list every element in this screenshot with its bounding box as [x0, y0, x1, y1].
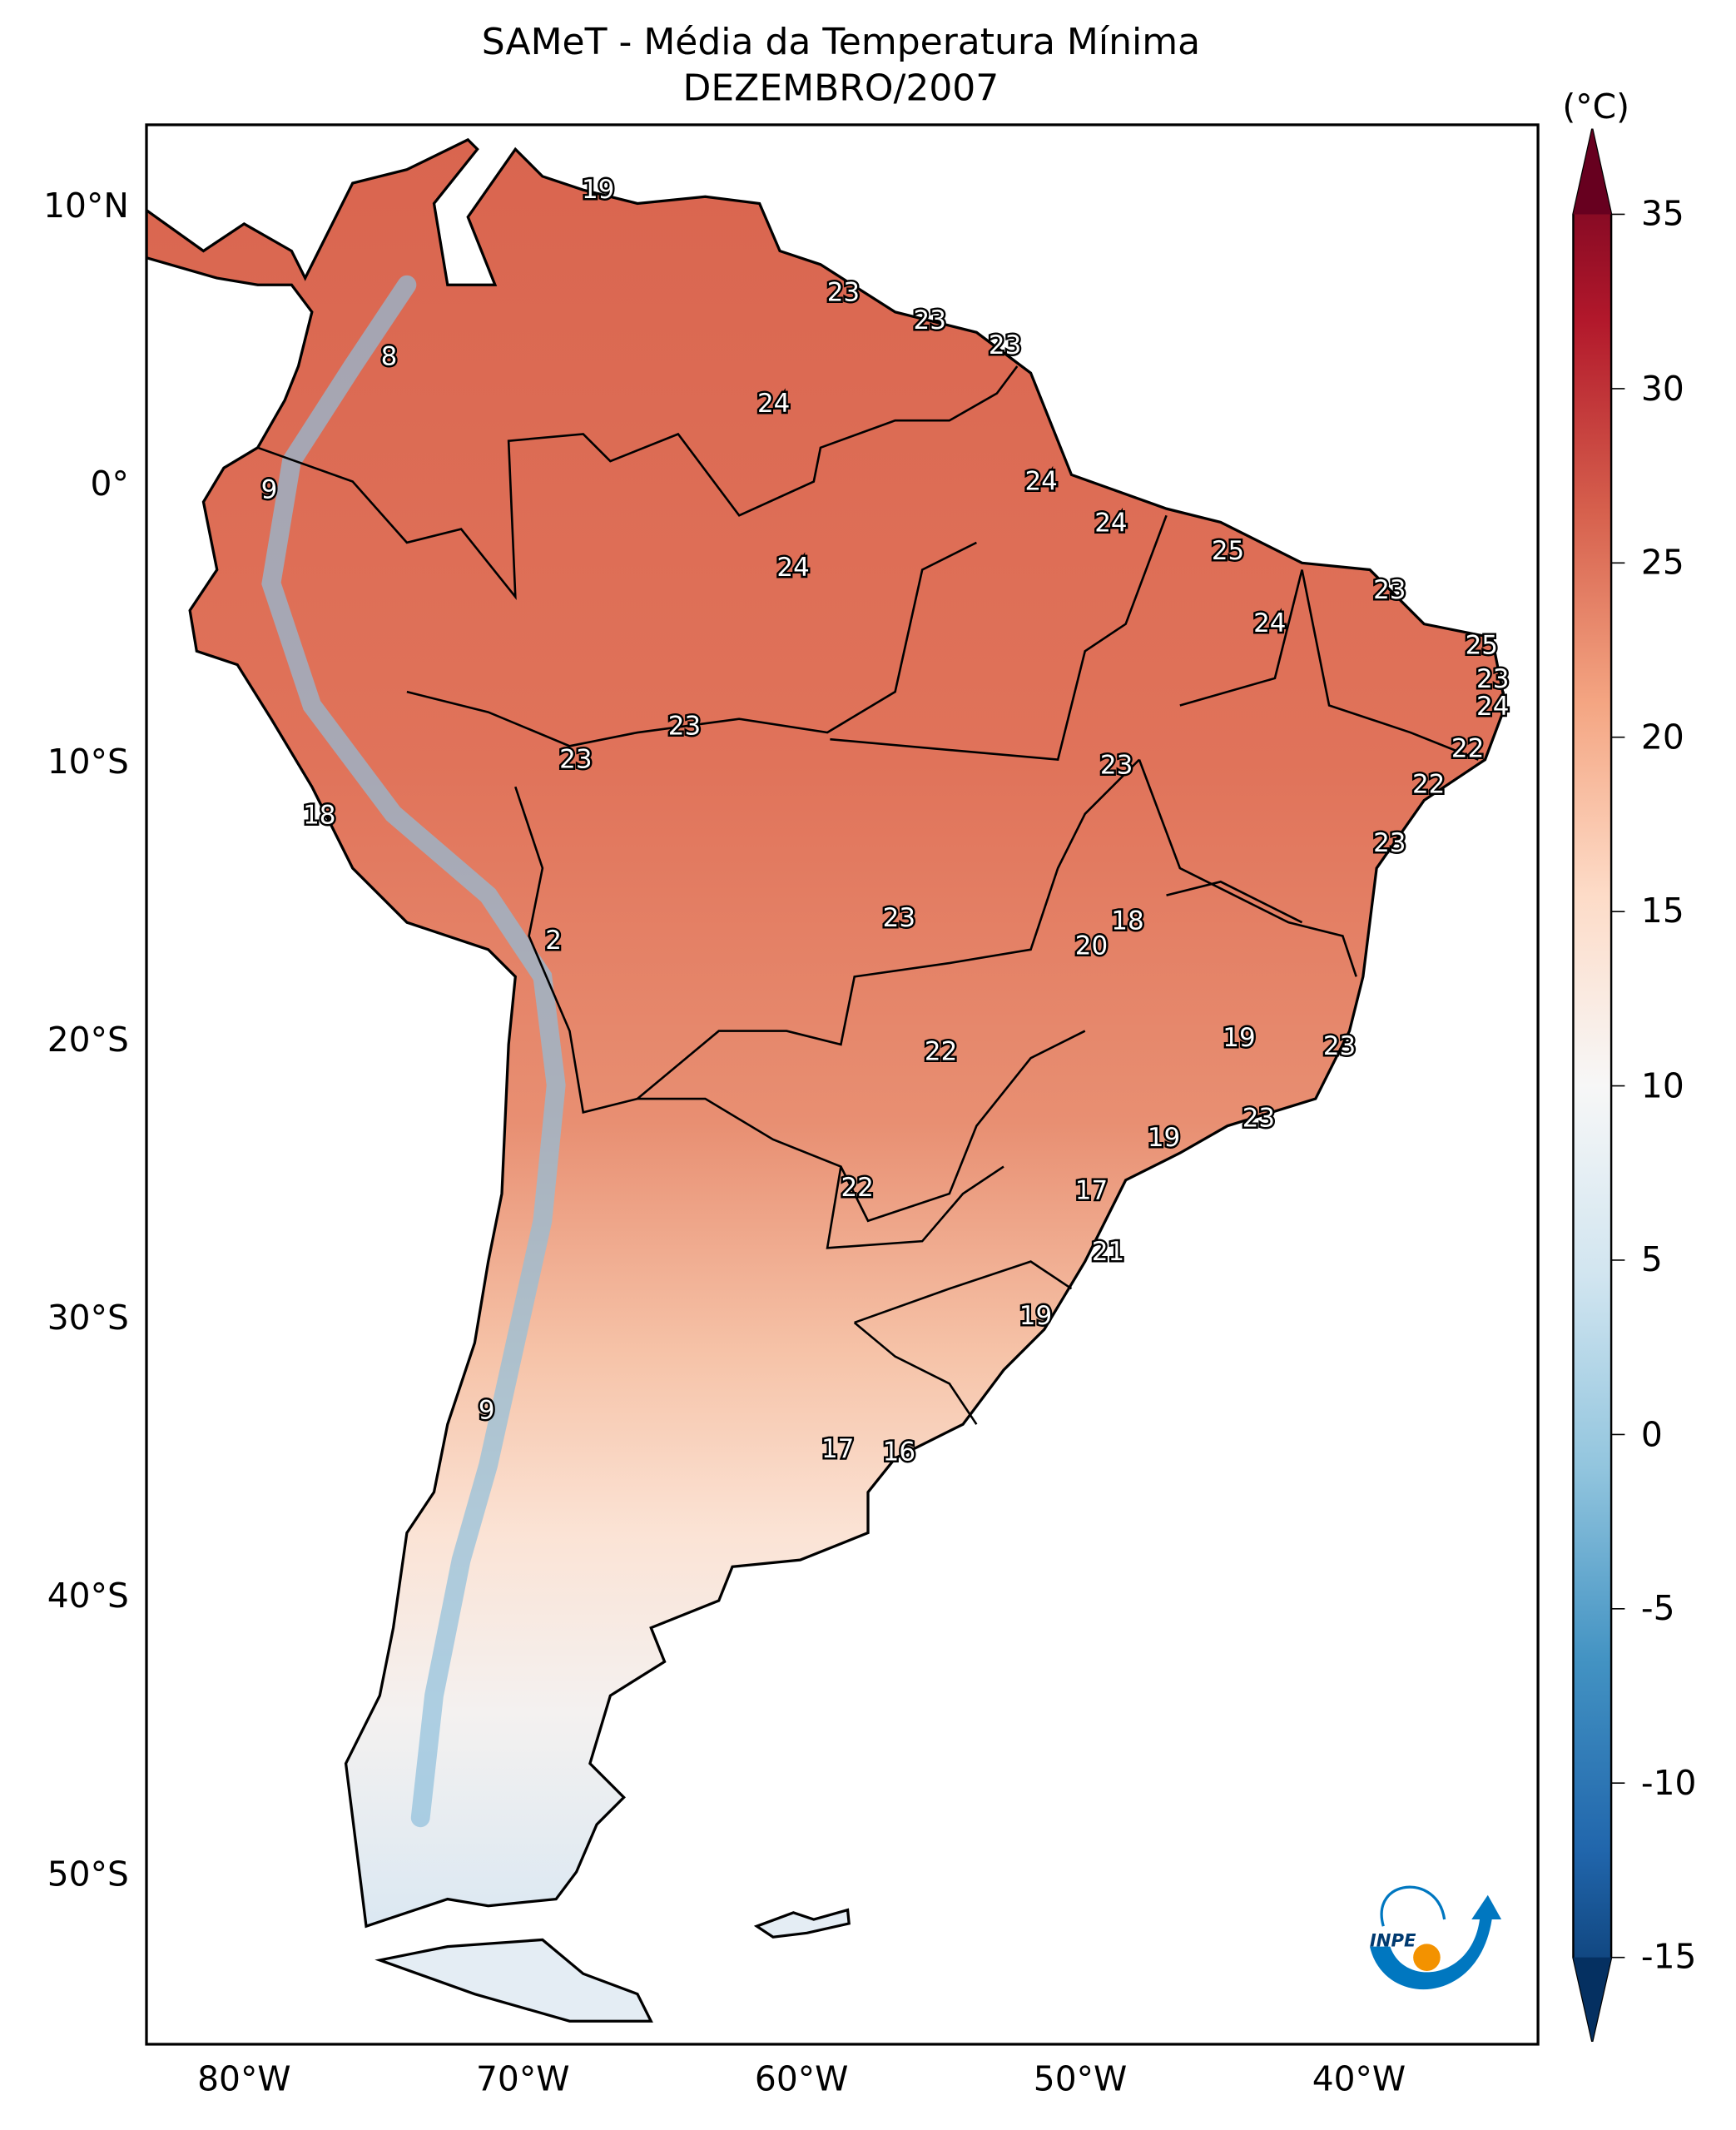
colorbar-tick-label: 30	[1640, 368, 1684, 408]
station-value-label: 16	[883, 1437, 915, 1467]
falkland-islands	[753, 1908, 851, 1939]
logo-text: INPE	[1370, 1930, 1416, 1951]
station-value-label: 19	[1223, 1023, 1255, 1053]
station-value-label: 23	[668, 712, 701, 742]
lat-tick-label: 10°N	[43, 186, 129, 226]
station-value-label: 17	[821, 1434, 854, 1464]
station-value-label: 24	[1024, 467, 1057, 497]
lon-tick-label: 60°W	[754, 2058, 849, 2099]
station-value-label: 2	[545, 926, 562, 956]
station-value-label: 25	[1466, 631, 1498, 661]
colorbar-extend-min	[1573, 1957, 1612, 2042]
colorbar-tick-label: 0	[1640, 1413, 1663, 1454]
station-value-label: 22	[841, 1173, 873, 1203]
station-value-label: 20	[1075, 931, 1108, 961]
colorbar-tick-label: 25	[1640, 542, 1684, 583]
station-value-label: 23	[1323, 1031, 1356, 1061]
lon-tick-label: 80°W	[197, 2058, 291, 2099]
station-value-label: 23	[1476, 664, 1509, 694]
country-borders	[257, 365, 1479, 1425]
logo-sun-icon	[1413, 1944, 1441, 1971]
station-value-label: 22	[1451, 733, 1484, 763]
colorbar-tick-label: 5	[1640, 1239, 1663, 1279]
station-value-label: 22	[925, 1036, 957, 1066]
station-value-label: 23	[559, 745, 592, 775]
station-value-label: 23	[914, 305, 946, 335]
station-value-label: 24	[757, 389, 790, 419]
station-value-label: 23	[1100, 750, 1133, 780]
logo-swoosh-icon	[1369, 1894, 1502, 1990]
station-value-label: 24	[1253, 608, 1286, 638]
station-value-label: 9	[261, 475, 278, 505]
lat-tick-label: 40°S	[47, 1576, 129, 1616]
lon-tick-label: 40°W	[1312, 2058, 1406, 2099]
station-value-label: 23	[1373, 575, 1406, 605]
station-value-label: 23	[883, 903, 915, 933]
map-subtitle: DEZEMBRO/2007	[682, 67, 999, 111]
colorbar	[1572, 128, 1625, 2042]
south-america-land	[146, 137, 1507, 1929]
station-value-label: 21	[1092, 1237, 1124, 1267]
map-frame	[145, 123, 1540, 2046]
station-value-label: 19	[582, 175, 614, 205]
station-value-label: 18	[303, 800, 335, 830]
station-value-label: 17	[1075, 1176, 1108, 1206]
colorbar-gradient	[1572, 128, 1613, 2042]
station-value-label: 24	[1094, 509, 1127, 539]
station-value-label: 23	[827, 277, 860, 307]
station-value-label: 22	[1412, 770, 1445, 800]
colorbar-extend-max	[1573, 128, 1612, 215]
station-value-label: 19	[1148, 1123, 1180, 1153]
station-value-label: 23	[1373, 828, 1406, 858]
station-value-label: 9	[479, 1395, 495, 1425]
map-title: SAMeT - Média da Temperatura Mínima	[481, 22, 1201, 64]
station-value-label: 8	[381, 341, 398, 371]
logo-orbit-icon	[1380, 1885, 1446, 1927]
andes-cold-band	[261, 275, 566, 1828]
colorbar-tick-label: -5	[1640, 1588, 1675, 1628]
colorbar-tick-label: 15	[1640, 891, 1684, 931]
colorbar-tick-label: 20	[1640, 717, 1684, 757]
lon-tick-label: 50°W	[1033, 2058, 1128, 2099]
station-value-label: 23	[1242, 1104, 1275, 1134]
lat-tick-label: 20°S	[47, 1020, 129, 1060]
station-value-label: 18	[1111, 906, 1143, 936]
colorbar-tick-label: -15	[1640, 1937, 1697, 1977]
tierra-del-fuego	[374, 1938, 653, 2023]
station-value-label: 24	[1476, 692, 1509, 722]
colorbar-tick-label: 10	[1640, 1065, 1684, 1105]
colorbar-tick-label: 35	[1640, 194, 1684, 234]
lat-tick-label: 0°	[90, 464, 129, 504]
station-value-label: 19	[1019, 1301, 1052, 1331]
colorbar-tick-label: -10	[1640, 1762, 1697, 1803]
lat-tick-label: 50°S	[47, 1854, 129, 1894]
lat-tick-label: 10°S	[47, 742, 129, 782]
lon-tick-label: 70°W	[475, 2058, 570, 2099]
inpe-logo: INPE	[1369, 1885, 1502, 1990]
station-value-label: 23	[989, 330, 1021, 360]
station-value-label: 24	[776, 553, 809, 583]
station-value-label: 25	[1212, 536, 1244, 566]
colorbar-unit-label: (°C)	[1562, 87, 1630, 127]
lat-tick-label: 30°S	[47, 1298, 129, 1338]
